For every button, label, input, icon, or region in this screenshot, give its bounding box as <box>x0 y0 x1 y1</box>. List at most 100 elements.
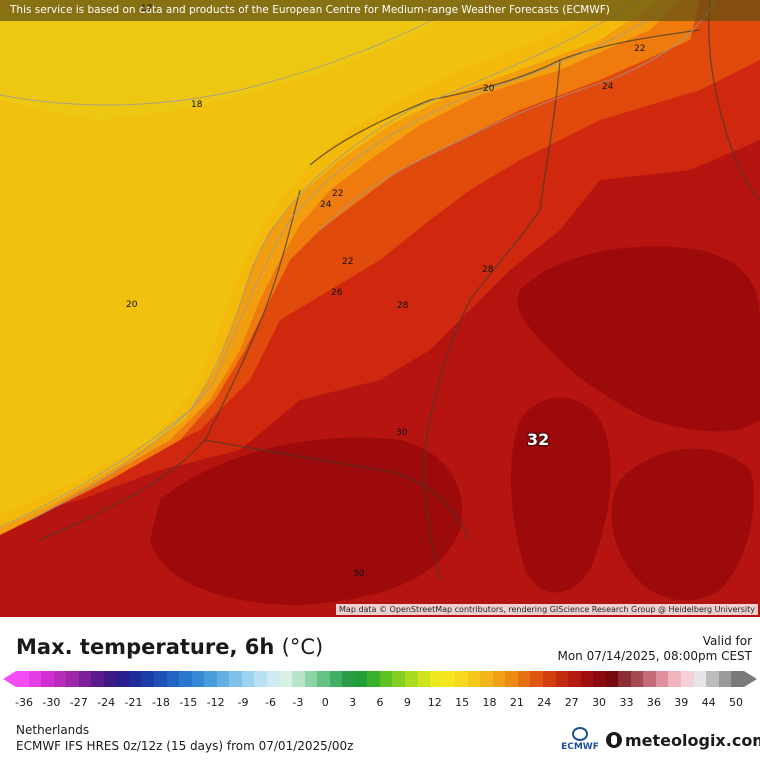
contour-label: 24 <box>320 200 332 210</box>
fill-32-south <box>150 437 462 605</box>
contour-label: 20 <box>483 84 495 94</box>
colorbar-segment <box>467 671 481 687</box>
contour-label: 20 <box>126 300 138 310</box>
colorbar-segment <box>304 671 318 687</box>
temperature-field <box>0 0 760 605</box>
colorbar-segment <box>417 671 431 687</box>
colorbar-segment <box>580 671 594 687</box>
contour-label: 22 <box>342 257 354 267</box>
ecmwf-disclaimer: This service is based on data and produc… <box>0 0 760 21</box>
map-attribution: Map data © OpenStreetMap contributors, r… <box>336 604 758 615</box>
contour-lines <box>0 0 716 528</box>
colorbar-left-arrow <box>3 671 16 687</box>
colorbar-right-arrow <box>744 671 757 687</box>
colorbar-segment <box>241 671 255 687</box>
contour-label: 22 <box>332 189 344 199</box>
be-border <box>204 439 471 541</box>
coastline <box>309 29 701 166</box>
colorbar-segment <box>618 671 631 687</box>
colorbar-tick-label: -24 <box>97 696 116 709</box>
contour-label: 26 <box>331 288 343 298</box>
colorbar-tick-label: 24 <box>537 696 552 709</box>
colorbar-segment <box>266 671 280 687</box>
title-unit: (°C) <box>281 635 324 659</box>
colorbar-tick-label: 18 <box>482 696 497 709</box>
colorbar-segment <box>229 671 242 687</box>
coast-west <box>39 189 301 541</box>
border-lines <box>39 0 760 581</box>
colorbar-segment <box>404 671 418 687</box>
title-text: Max. temperature, 6h <box>16 635 275 659</box>
colorbar-tick-label: -18 <box>151 696 170 709</box>
colorbar-tick-label: 0 <box>321 696 329 709</box>
colorbar-segment <box>179 671 192 687</box>
colorbar-tick-label: -3 <box>292 696 304 709</box>
colorbar-segment <box>329 671 343 687</box>
colorbar-segment <box>216 671 230 687</box>
ecmwf-logo[interactable]: ECMWF <box>558 727 602 757</box>
colorbar-segment <box>568 671 581 687</box>
colorbar-segment <box>731 671 744 687</box>
colorbar-segment <box>116 671 129 687</box>
colorbar-tick-label: -30 <box>42 696 61 709</box>
weather-map[interactable]: This service is based on data and produc… <box>0 0 760 617</box>
colorbar-segment <box>279 671 293 687</box>
colorbar-tick-label: -12 <box>206 696 225 709</box>
colorbar-segment <box>41 671 54 687</box>
fill-18 <box>0 0 620 515</box>
de-border <box>708 0 760 201</box>
colorbar-tick-label: 12 <box>427 696 442 709</box>
chart-title: Max. temperature, 6h (°C) <box>16 635 323 659</box>
legend-panel: Max. temperature, 6h (°C) Valid for Mon … <box>0 617 760 760</box>
colorbar-segment <box>78 671 92 687</box>
colorbar-segment <box>103 671 117 687</box>
colorbar-tick-label: 27 <box>564 696 579 709</box>
colorbar-tick-label: 3 <box>349 696 357 709</box>
model-info: ECMWF IFS HRES 0z/12z (15 days) from 07/… <box>16 739 354 753</box>
colorbar-tick-label: -36 <box>15 696 33 709</box>
meteologix-logo[interactable]: meteologix.com <box>606 729 760 751</box>
fill-32-east <box>517 246 760 432</box>
colorbar-segment <box>605 671 619 687</box>
colorbar-segment <box>593 671 606 687</box>
colorbar-segment <box>28 671 42 687</box>
colorbar-tick-label: 36 <box>646 696 661 709</box>
contour-label: 22 <box>634 44 646 54</box>
colorbar <box>16 671 744 687</box>
colorbar-segment <box>480 671 493 687</box>
colorbar-tick-label: 15 <box>455 696 470 709</box>
colorbar-segment <box>655 671 669 687</box>
colorbar-segment <box>141 671 155 687</box>
colorbar-segment <box>718 671 732 687</box>
nl-border <box>424 59 561 581</box>
colorbar-tick-label: 33 <box>619 696 634 709</box>
colorbar-segment <box>668 671 681 687</box>
fill-17 <box>0 0 480 120</box>
colorbar-tick-label: -6 <box>264 696 276 709</box>
meteologix-logo-text: meteologix.com <box>625 730 760 750</box>
colorbar-segment <box>392 671 405 687</box>
colorbar-segment <box>630 671 644 687</box>
colorbar-segment <box>154 671 167 687</box>
colorbar-segment <box>317 671 330 687</box>
colorbar-segment <box>517 671 531 687</box>
fill-32-se <box>611 448 754 601</box>
colorbar-segment <box>166 671 180 687</box>
colorbar-tick-label: 6 <box>376 696 384 709</box>
colorbar-tick-label: -9 <box>237 696 249 709</box>
colorbar-segment <box>555 671 569 687</box>
colorbar-segment <box>367 671 380 687</box>
colorbar-segment <box>693 671 707 687</box>
colorbar-ticks: -36 -30 -27 -24 -21 -18 -15 -12 -9 -6 -3 0 3 6 9 12 15 18… <box>15 696 744 710</box>
colorbar-segment <box>128 671 142 687</box>
colorbar-tick-label: -21 <box>124 696 143 709</box>
contour-label: 18 <box>191 100 203 110</box>
colorbar-tick-label: 30 <box>592 696 607 709</box>
colorbar-segment <box>191 671 205 687</box>
colorbar-segment <box>455 671 468 687</box>
colorbar-segment <box>91 671 104 687</box>
colorbar-segment <box>254 671 267 687</box>
colorbar-tick-label: 50 <box>729 696 743 709</box>
colorbar-tick-label: -27 <box>69 696 88 709</box>
colorbar-segment <box>354 671 368 687</box>
